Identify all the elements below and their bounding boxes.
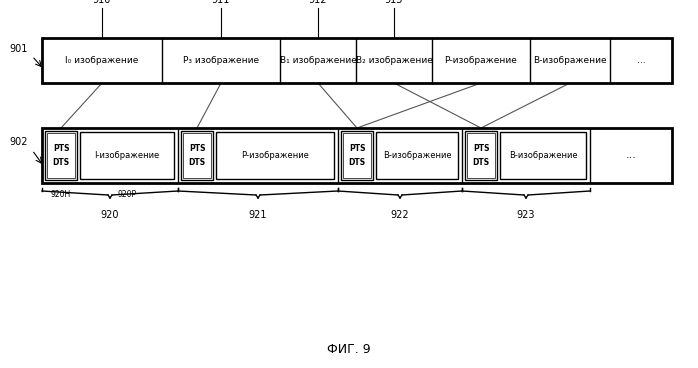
- Text: В-изображение: В-изображение: [533, 56, 607, 65]
- Text: 901: 901: [10, 44, 28, 54]
- Text: DTS: DTS: [348, 158, 366, 167]
- Text: DTS: DTS: [52, 158, 70, 167]
- Bar: [341, 131, 373, 180]
- Text: 920P: 920P: [117, 190, 137, 199]
- Text: 921: 921: [248, 210, 267, 220]
- Bar: [467, 133, 495, 178]
- Bar: [42, 128, 672, 183]
- Bar: [45, 131, 77, 180]
- Bar: [80, 132, 174, 179]
- Bar: [376, 132, 458, 179]
- Text: 920H: 920H: [51, 190, 71, 199]
- Text: I-изображение: I-изображение: [94, 151, 160, 160]
- Text: DTS: DTS: [473, 158, 489, 167]
- Text: ФИГ. 9: ФИГ. 9: [327, 343, 371, 356]
- Text: P₃ изображение: P₃ изображение: [183, 56, 259, 65]
- Bar: [47, 133, 75, 178]
- Text: 912: 912: [309, 0, 327, 5]
- Text: В-изображение: В-изображение: [509, 151, 577, 160]
- Text: 910: 910: [93, 0, 111, 5]
- Text: 920: 920: [101, 210, 119, 220]
- Bar: [465, 131, 497, 180]
- Bar: [181, 131, 213, 180]
- Text: В-изображение: В-изображение: [383, 151, 452, 160]
- Text: PTS: PTS: [349, 144, 365, 153]
- Text: ...: ...: [637, 56, 646, 65]
- Text: I₀ изображение: I₀ изображение: [66, 56, 139, 65]
- Bar: [343, 133, 371, 178]
- Text: Р-изображение: Р-изображение: [241, 151, 309, 160]
- Text: 911: 911: [211, 0, 230, 5]
- Text: B₁ изображение: B₁ изображение: [280, 56, 357, 65]
- Bar: [216, 132, 334, 179]
- Text: PTS: PTS: [53, 144, 69, 153]
- Text: Р-изображение: Р-изображение: [445, 56, 517, 65]
- Text: 902: 902: [10, 137, 28, 147]
- Text: PTS: PTS: [473, 144, 489, 153]
- Text: PTS: PTS: [188, 144, 205, 153]
- Text: 923: 923: [517, 210, 535, 220]
- Bar: [183, 133, 211, 178]
- Bar: [500, 132, 586, 179]
- Text: ...: ...: [625, 151, 637, 160]
- Bar: [42, 38, 672, 83]
- Text: 913: 913: [385, 0, 403, 5]
- Text: B₂ изображение: B₂ изображение: [355, 56, 433, 65]
- Text: 922: 922: [391, 210, 409, 220]
- Text: DTS: DTS: [188, 158, 206, 167]
